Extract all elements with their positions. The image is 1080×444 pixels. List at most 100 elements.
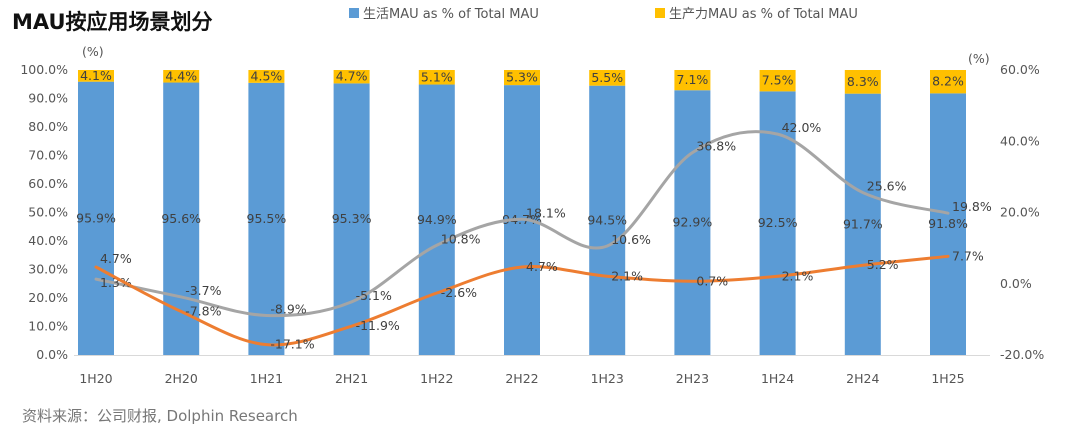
line-data-label: 5.2% — [867, 257, 899, 272]
left-tick-label: 50.0% — [28, 205, 68, 220]
bar-data-label: 91.8% — [928, 216, 968, 231]
line-data-label: 4.7% — [100, 251, 132, 266]
line-data-label: 18.1% — [526, 205, 566, 220]
line-data-label: 1.3% — [100, 275, 132, 290]
line-data-label: -17.1% — [270, 337, 314, 352]
x-tick-label: 2H23 — [676, 371, 709, 386]
bar-data-label: 8.2% — [932, 74, 964, 89]
bar-productivity — [78, 70, 114, 82]
bar-data-label: 4.4% — [165, 68, 197, 83]
x-tick-label: 2H20 — [165, 371, 198, 386]
bar-productivity — [930, 70, 966, 94]
legend-label: 生产力MAU as % of Total MAU — [669, 7, 858, 22]
x-tick-label: 1H25 — [931, 371, 964, 386]
line-data-label: -7.8% — [185, 304, 221, 319]
left-axis-unit: (%) — [82, 44, 104, 59]
bar-data-label: 94.5% — [587, 212, 627, 227]
x-tick-label: 1H21 — [250, 371, 283, 386]
bar-data-label: 4.1% — [80, 68, 112, 83]
legend-label: 生活MAU as % of Total MAU — [363, 7, 539, 22]
line-data-label: 4.7% — [526, 259, 558, 274]
line-data-label: -11.9% — [356, 318, 400, 333]
bar-productivity — [674, 70, 711, 91]
bar-data-label: 8.3% — [847, 74, 879, 89]
bar-life — [333, 83, 370, 356]
bar-life — [674, 90, 711, 356]
bar-life — [844, 93, 881, 355]
bar-productivity — [844, 70, 881, 94]
left-tick-label: 30.0% — [28, 262, 68, 277]
line-data-label: 2.1% — [611, 268, 643, 283]
right-tick-label: -20.0% — [1000, 347, 1044, 362]
line-data-label: 2.1% — [782, 268, 814, 283]
left-tick-label: 70.0% — [28, 148, 68, 163]
x-tick-label: 2H24 — [846, 371, 879, 386]
bar-productivity — [248, 70, 285, 83]
line-data-label: 25.6% — [867, 179, 907, 194]
right-tick-label: 0.0% — [1000, 276, 1032, 291]
bar-data-label: 4.7% — [336, 69, 368, 84]
bar-data-label: 95.9% — [76, 210, 116, 225]
bar-data-label: 95.5% — [247, 211, 287, 226]
bar-productivity — [163, 70, 200, 83]
bar-data-label: 91.7% — [843, 216, 883, 231]
right-tick-label: 40.0% — [1000, 133, 1040, 148]
left-tick-label: 20.0% — [28, 290, 68, 305]
line-data-label: 19.8% — [952, 199, 992, 214]
bar-data-label: 4.5% — [251, 68, 283, 83]
source-note: 资料来源：公司财报, Dolphin Research — [22, 407, 298, 425]
bar-data-label: 5.3% — [506, 70, 538, 85]
left-tick-label: 80.0% — [28, 119, 68, 134]
line-data-label: 10.6% — [611, 232, 651, 247]
line-data-label: -3.7% — [185, 283, 221, 298]
bar-data-label: 7.5% — [762, 73, 794, 88]
bar-data-label: 95.3% — [332, 211, 372, 226]
line-data-label: 0.7% — [696, 273, 728, 288]
bar-productivity — [504, 70, 540, 86]
bar-productivity — [418, 70, 455, 85]
bar-life — [418, 84, 455, 355]
line-data-label: -2.6% — [441, 285, 477, 300]
x-tick-label: 1H22 — [420, 371, 453, 386]
bar-productivity — [589, 70, 626, 86]
bar-data-label: 95.6% — [161, 211, 201, 226]
left-tick-label: 60.0% — [28, 176, 68, 191]
bar-productivity — [759, 70, 796, 92]
chart-title: MAU按应用场景划分 — [12, 10, 213, 34]
line-data-label: 36.8% — [696, 139, 736, 154]
line-data-label: -5.1% — [356, 288, 392, 303]
bar-life — [248, 82, 285, 355]
left-tick-label: 40.0% — [28, 233, 68, 248]
bar-data-label: 7.1% — [677, 72, 709, 87]
bar-data-label: 5.1% — [421, 69, 453, 84]
x-tick-label: 1H20 — [79, 371, 112, 386]
x-tick-label: 1H23 — [591, 371, 624, 386]
left-tick-label: 100.0% — [20, 62, 68, 77]
bar-data-label: 92.9% — [673, 215, 713, 230]
bar-life — [163, 82, 200, 355]
line-data-label: 7.7% — [952, 248, 984, 263]
right-tick-label: 20.0% — [1000, 205, 1040, 220]
legend-swatch — [655, 8, 665, 18]
bar-life — [930, 93, 966, 356]
line-data-label: -8.9% — [270, 301, 306, 316]
right-axis-unit: (%) — [968, 51, 990, 66]
left-tick-label: 0.0% — [36, 347, 68, 362]
line-series-orange — [94, 254, 950, 347]
legend-swatch — [349, 8, 359, 18]
bar-data-label: 92.5% — [758, 215, 798, 230]
bar-data-label: 5.5% — [591, 70, 623, 85]
right-tick-label: 60.0% — [1000, 62, 1040, 77]
x-tick-label: 2H22 — [505, 371, 538, 386]
x-tick-label: 2H21 — [335, 371, 368, 386]
x-tick-label: 1H24 — [761, 371, 794, 386]
bar-life — [589, 85, 626, 356]
bar-productivity — [333, 70, 370, 84]
left-tick-label: 90.0% — [28, 91, 68, 106]
line-data-label: 10.8% — [441, 231, 481, 246]
bar-data-label: 94.9% — [417, 212, 457, 227]
line-data-label: 42.0% — [782, 120, 822, 135]
line-series-gray — [94, 130, 950, 318]
left-tick-label: 10.0% — [28, 319, 68, 334]
